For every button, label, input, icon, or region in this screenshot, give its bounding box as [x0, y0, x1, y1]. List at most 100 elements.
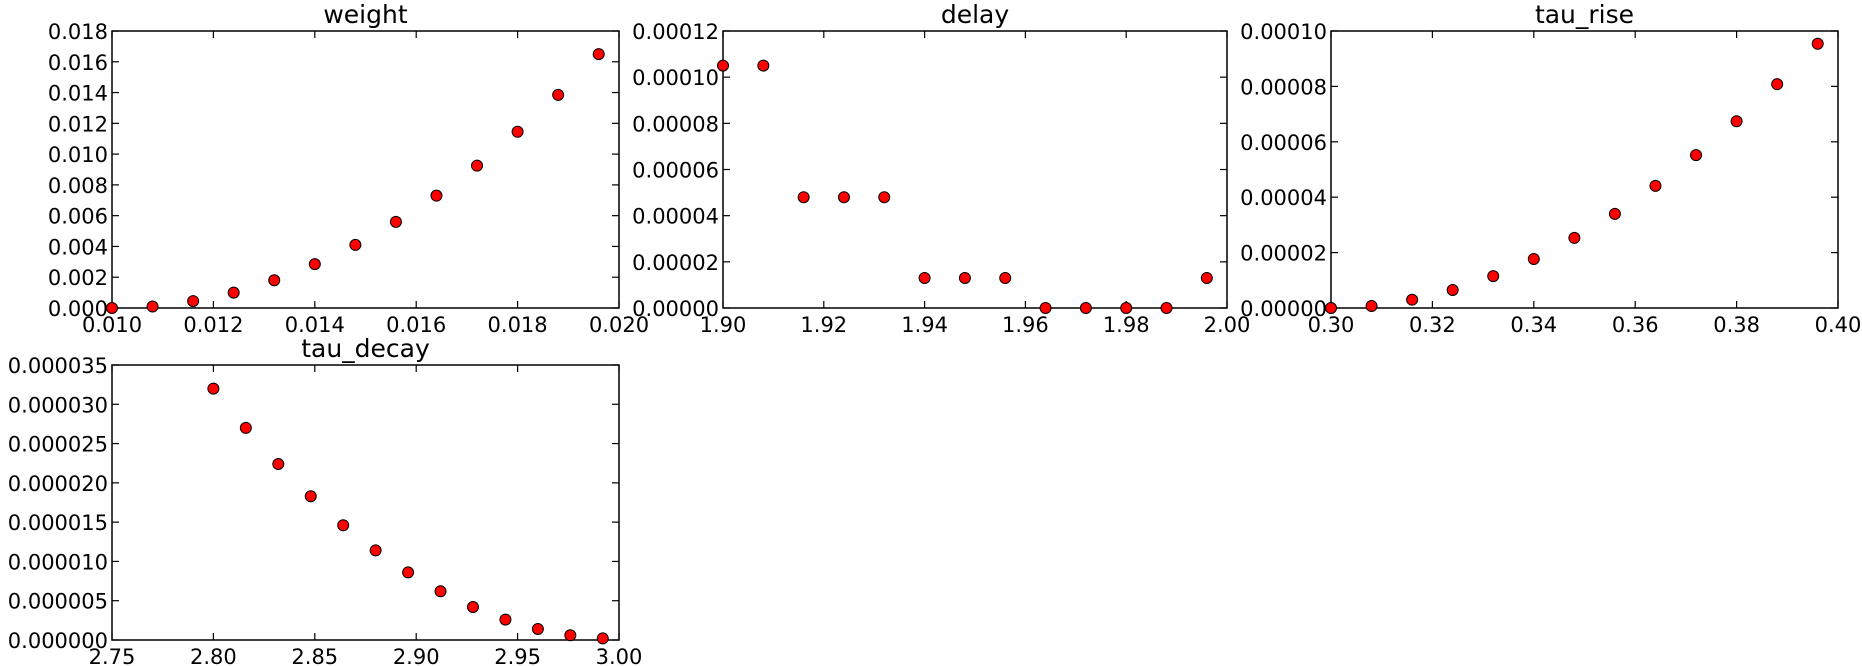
data-point-delay	[878, 191, 891, 204]
x-tick-label: 0.30	[1308, 313, 1355, 337]
data-point-weight	[552, 88, 565, 101]
panel-tau-decay: tau_decay 2.75 2.80 2.85 2.90 2.95 3.00 0.00000…	[8, 334, 643, 666]
panel-delay: delay 1.90 1.92 1.94 1.96 1.98 2.00 0.00000 0.00…	[632, 0, 1250, 337]
data-point-weight	[471, 159, 484, 172]
y-tick-label: 0.000015	[8, 511, 108, 535]
y-tick-label: 0.00000	[1240, 297, 1327, 321]
data-point-weight	[227, 286, 240, 299]
x-tick-label: 0.018	[488, 313, 548, 337]
x-tick-label: 1.90	[700, 313, 747, 337]
data-point-tau-rise	[1568, 231, 1581, 244]
x-tick-label: 0.020	[589, 313, 649, 337]
data-point-delay	[837, 191, 850, 204]
data-point-tau-decay	[531, 623, 544, 635]
y-tick-label: 0.00004	[632, 205, 719, 229]
y-tick-label: 0.00002	[632, 251, 719, 275]
plot-frame-weight	[111, 30, 620, 309]
data-point-tau-rise	[1365, 300, 1378, 313]
y-tick-label: 0.006	[48, 205, 108, 229]
chart-title-delay: delay	[941, 0, 1010, 29]
y-tick-label: 0.018	[48, 20, 108, 44]
x-tick-label: 2.75	[89, 645, 136, 666]
data-point-delay	[958, 271, 971, 284]
data-point-tau-decay	[207, 382, 220, 395]
x-tick-label: 0.012	[183, 313, 243, 337]
y-tick-label: 0.000035	[8, 354, 108, 378]
data-point-tau-rise	[1487, 270, 1500, 283]
data-point-tau-rise	[1811, 37, 1824, 50]
data-point-delay	[1160, 302, 1173, 314]
y-tick-label: 0.002	[48, 266, 108, 290]
x-tick-label: 2.95	[494, 645, 541, 666]
data-point-weight	[187, 295, 200, 308]
plot-frame-delay	[722, 30, 1228, 309]
data-point-weight	[146, 300, 159, 313]
data-point-tau-decay	[596, 632, 609, 645]
y-tick-label: 0.000000	[8, 629, 108, 653]
chart-title-tau-decay: tau_decay	[301, 334, 430, 363]
x-tick-label: 1.98	[1103, 313, 1150, 337]
data-point-tau-decay	[337, 519, 350, 532]
y-tick-label: 0.00002	[1240, 242, 1327, 266]
plot-frame-tau-rise	[1330, 30, 1839, 309]
y-tick-label: 0.000025	[8, 433, 108, 457]
y-tick-label: 0.000030	[8, 393, 108, 417]
data-point-tau-rise	[1325, 302, 1337, 314]
data-point-tau-decay	[499, 613, 512, 626]
data-point-delay	[757, 59, 770, 72]
plot-frame-tau-decay	[111, 364, 620, 641]
y-tick-label: 0.00006	[1240, 131, 1327, 155]
data-point-weight	[308, 258, 321, 271]
data-point-tau-rise	[1730, 115, 1743, 128]
data-point-weight	[106, 302, 118, 314]
data-point-tau-rise	[1690, 149, 1703, 162]
y-tick-label: 0.010	[48, 143, 108, 167]
data-point-weight	[389, 215, 402, 228]
data-point-delay	[1039, 302, 1052, 314]
data-point-delay	[717, 59, 729, 72]
data-point-tau-decay	[564, 629, 577, 642]
data-point-tau-decay	[466, 601, 479, 613]
data-point-delay	[1079, 302, 1092, 314]
y-tick-label: 0.016	[48, 51, 108, 75]
x-tick-label: 0.32	[1409, 313, 1456, 337]
data-point-tau-rise	[1771, 78, 1784, 91]
x-tick-label: 3.00	[596, 645, 643, 666]
data-point-tau-decay	[402, 566, 415, 579]
y-tick-label: 0.00008	[632, 112, 719, 136]
panel-weight: weight 0.010 0.012 0.014 0.016 0.018 0.020 0.00…	[48, 0, 649, 337]
y-tick-label: 0.000	[48, 297, 108, 321]
data-point-tau-rise	[1446, 283, 1459, 296]
x-tick-label: 2.85	[291, 645, 338, 666]
y-tick-label: 0.00006	[632, 159, 719, 183]
y-tick-label: 0.000005	[8, 590, 108, 614]
y-tick-label: 0.004	[48, 235, 108, 259]
x-tick-label: 2.90	[393, 645, 440, 666]
data-point-tau-decay	[434, 585, 447, 598]
y-tick-label: 0.014	[48, 82, 108, 106]
data-point-weight	[511, 125, 524, 138]
data-point-weight	[268, 274, 281, 287]
data-point-delay	[999, 271, 1012, 284]
data-point-delay	[797, 191, 810, 204]
y-tick-label: 0.000010	[8, 550, 108, 574]
x-tick-label: 0.36	[1612, 313, 1659, 337]
data-point-tau-rise	[1608, 207, 1621, 220]
x-tick-label: 1.92	[800, 313, 847, 337]
data-point-delay	[1120, 302, 1133, 314]
data-point-tau-decay	[272, 458, 285, 470]
x-tick-label: 0.014	[285, 313, 345, 337]
panel-tau-rise: tau_rise 0.30 0.32 0.34 0.36 0.38 0.40 0.00000 0…	[1240, 0, 1861, 337]
chart-title-weight: weight	[323, 0, 407, 29]
chart-title-tau-rise: tau_rise	[1535, 0, 1634, 29]
x-tick-label: 0.40	[1815, 313, 1862, 337]
x-tick-label: 2.00	[1204, 313, 1251, 337]
y-tick-label: 0.000020	[8, 472, 108, 496]
y-tick-label: 0.008	[48, 174, 108, 198]
y-tick-label: 0.00008	[1240, 75, 1327, 99]
data-point-weight	[349, 238, 362, 251]
x-tick-label: 0.34	[1510, 313, 1557, 337]
data-point-delay	[1200, 271, 1213, 284]
y-tick-label: 0.012	[48, 112, 108, 136]
